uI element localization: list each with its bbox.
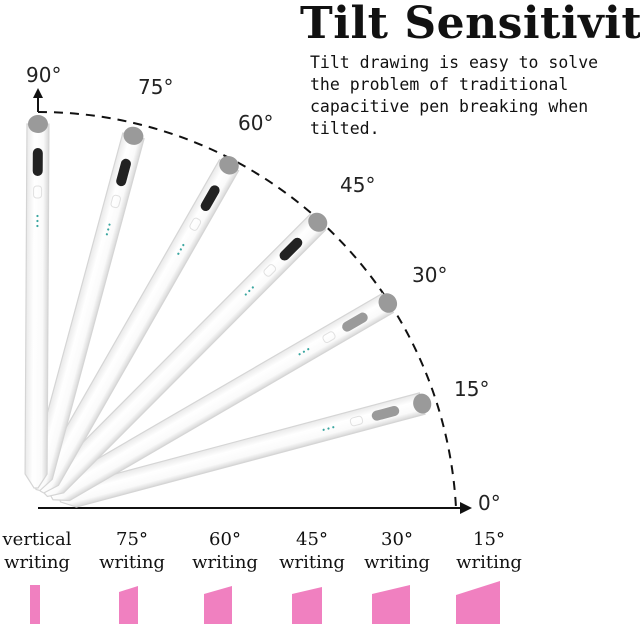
stroke-sample-75 (119, 586, 138, 624)
stroke-sample-vertical (30, 585, 40, 624)
caption-60: 60° writing (180, 528, 270, 574)
caption-angle: 75° (116, 529, 148, 550)
axis-arrow-up-icon (33, 88, 43, 98)
angle-label-45: 45° (340, 173, 375, 197)
stroke-sample-45 (292, 587, 322, 624)
angle-label-60: 60° (238, 111, 273, 135)
stroke-sample-15 (456, 581, 500, 624)
caption-word: writing (192, 552, 258, 573)
caption-angle: 60° (209, 529, 241, 550)
caption-angle: vertical (2, 529, 72, 550)
caption-75: 75° writing (87, 528, 177, 574)
caption-word: writing (99, 552, 165, 573)
caption-word: writing (364, 552, 430, 573)
caption-word: writing (279, 552, 345, 573)
caption-angle: 45° (296, 529, 328, 550)
angle-label-30: 30° (412, 263, 447, 287)
description-text: Tilt drawing is easy to solve the proble… (310, 53, 599, 138)
pen-90 (24, 114, 50, 489)
pen-75 (30, 126, 145, 492)
caption-angle: 15° (473, 529, 505, 550)
caption-word: writing (4, 552, 70, 573)
pen-group (24, 114, 432, 508)
caption-angle: 30° (381, 529, 413, 550)
page-title: Tilt Sensitivity (300, 0, 640, 49)
stroke-sample-30 (372, 585, 410, 624)
caption-word: writing (456, 552, 522, 573)
angle-label-0: 0° (478, 491, 501, 515)
stroke-sample-60 (204, 586, 232, 624)
angle-label-75: 75° (138, 75, 173, 99)
caption-30: 30° writing (352, 528, 442, 574)
axis-arrow-right-icon (460, 502, 472, 514)
caption-45: 45° writing (267, 528, 357, 574)
angle-label-90: 90° (26, 63, 61, 87)
pen-30 (50, 292, 398, 502)
caption-15: 15° writing (444, 528, 534, 574)
angle-label-15: 15° (454, 377, 489, 401)
caption-vertical: vertical writing (0, 528, 82, 574)
